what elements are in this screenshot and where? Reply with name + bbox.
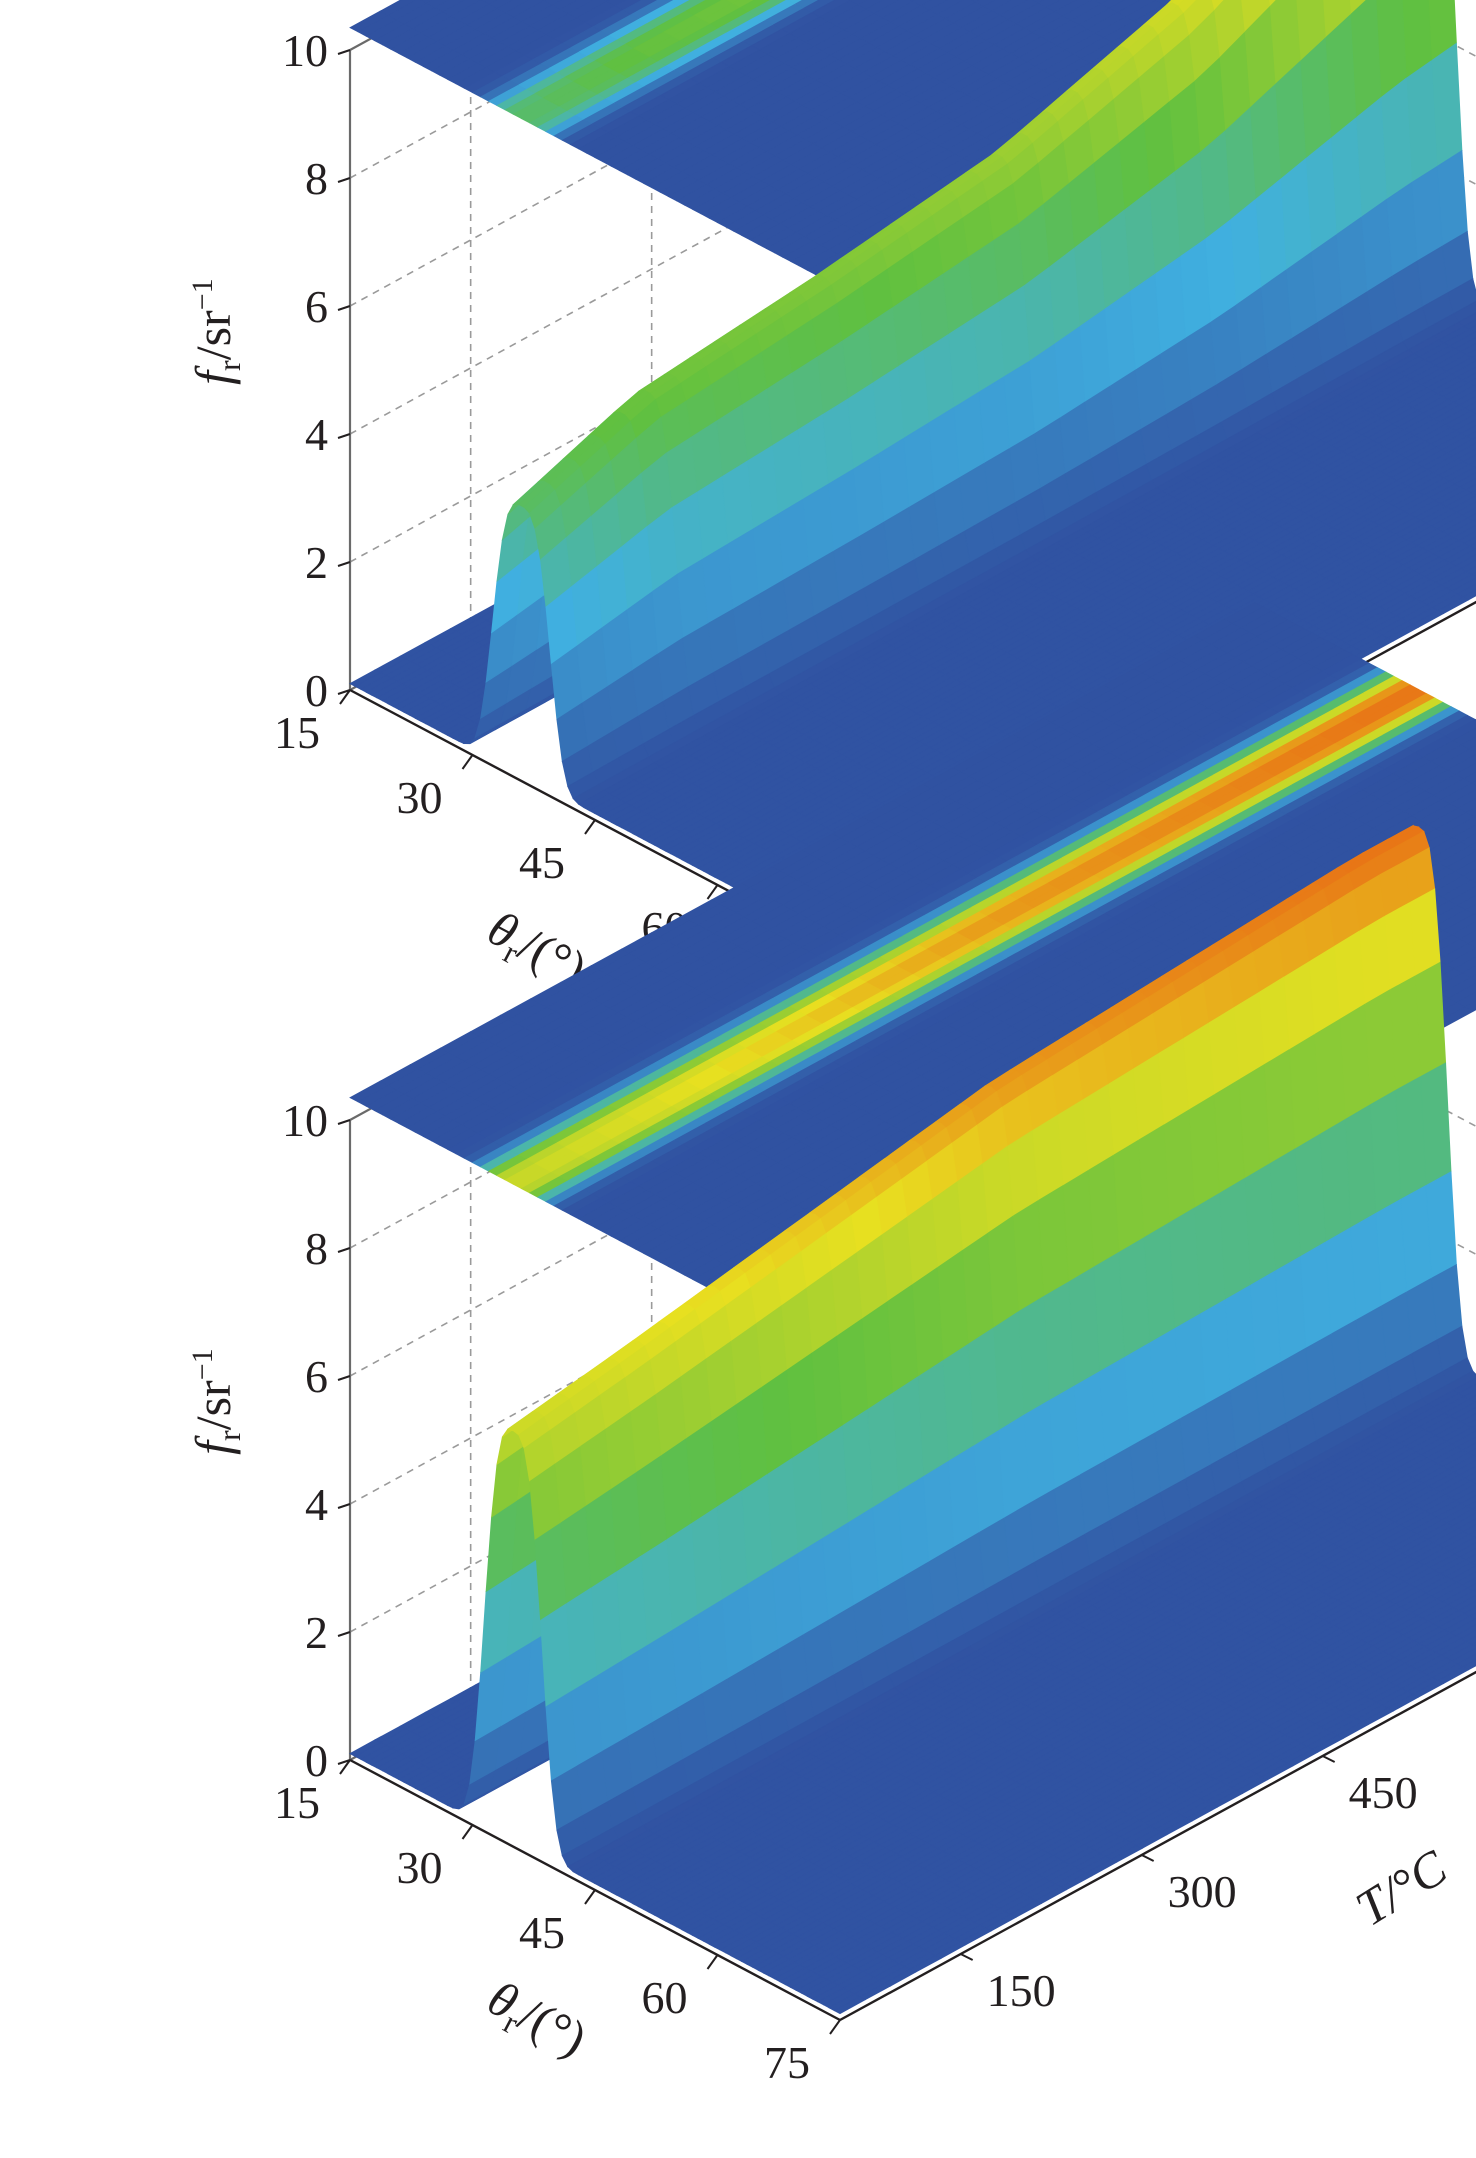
figure: 02468101530456075150300450600750fr/sr−1θ… (0, 0, 1476, 2153)
figure-svg: 02468101530456075150300450600750fr/sr−1θ… (0, 0, 1476, 2153)
